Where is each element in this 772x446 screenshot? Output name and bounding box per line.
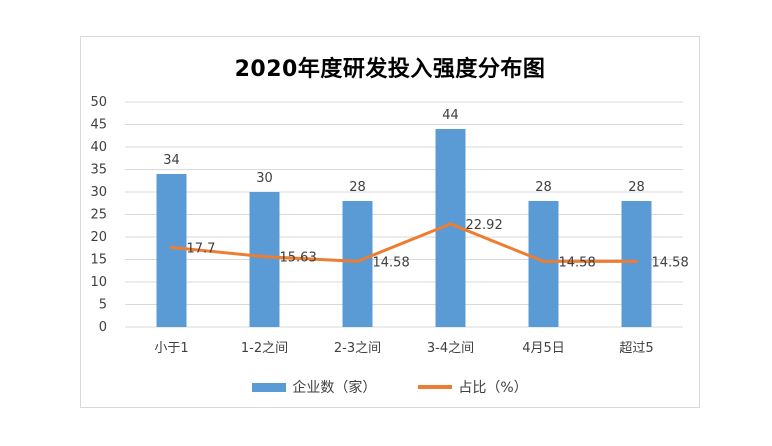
y-tick-label: 45 [90, 118, 107, 133]
x-tick-label: 超过5 [619, 341, 653, 356]
x-tick-label: 小于1 [154, 341, 188, 356]
plot-area: 0 5 10 15 20 25 30 35 40 45 50 34 小于1 30 1-2之间 28 2-3之间 4… [90, 95, 689, 356]
y-tick-label: 30 [90, 185, 107, 200]
line-data-label: 14.58 [559, 255, 596, 270]
bar-data-label: 34 [163, 153, 180, 168]
bar-data-label: 44 [442, 108, 459, 123]
y-tick-label: 0 [99, 320, 107, 335]
bar [528, 201, 559, 327]
legend-label-bar: 企业数（家） [292, 380, 377, 396]
bar-data-label: 28 [349, 180, 366, 195]
bar-data-label: 28 [535, 180, 552, 195]
legend-item-bar: 企业数（家） [252, 377, 376, 397]
line-point [635, 259, 638, 263]
legend-label-line: 占比（%） [458, 380, 528, 396]
chart-frame: 2020年度研发投入强度分布图 0 5 10 15 20 25 30 35 40 45 50 34 小于… [80, 36, 700, 408]
line-point [449, 222, 452, 226]
y-tick-label: 5 [99, 298, 107, 313]
line-data-label: 14.58 [652, 255, 689, 270]
x-tick-label: 4月5日 [522, 341, 565, 356]
line-data-label: 15.63 [280, 251, 317, 266]
line-point [263, 255, 266, 259]
line-point [170, 245, 173, 249]
chart-title: 2020年度研发投入强度分布图 [234, 57, 546, 82]
line-data-label: 14.58 [373, 255, 410, 270]
bar [342, 201, 373, 327]
y-tick-label: 10 [90, 275, 107, 290]
line-point [542, 259, 545, 263]
bar [249, 192, 280, 327]
legend: 企业数（家） 占比（%） [81, 377, 699, 397]
line-data-label: 17.7 [187, 241, 216, 256]
line-point [356, 259, 359, 263]
line-data-label: 22.92 [466, 218, 503, 233]
bar-data-label: 30 [256, 171, 273, 186]
y-tick-label: 20 [90, 230, 107, 245]
x-tick-label: 1-2之间 [241, 341, 288, 356]
legend-swatch-bar [252, 382, 287, 392]
line-series-percent [170, 222, 638, 263]
y-tick-label: 25 [90, 208, 107, 223]
bar [156, 174, 187, 327]
x-tick-label: 2-3之间 [334, 341, 381, 356]
x-tick-label: 3-4之间 [427, 341, 474, 356]
y-tick-label: 40 [90, 140, 107, 155]
legend-item-line: 占比（%） [418, 377, 528, 397]
legend-swatch-line [418, 385, 453, 389]
y-tick-label: 35 [90, 163, 107, 178]
y-tick-label: 50 [90, 95, 107, 110]
y-tick-label: 15 [90, 253, 107, 268]
bar-data-label: 28 [628, 180, 645, 195]
bar [621, 201, 652, 327]
